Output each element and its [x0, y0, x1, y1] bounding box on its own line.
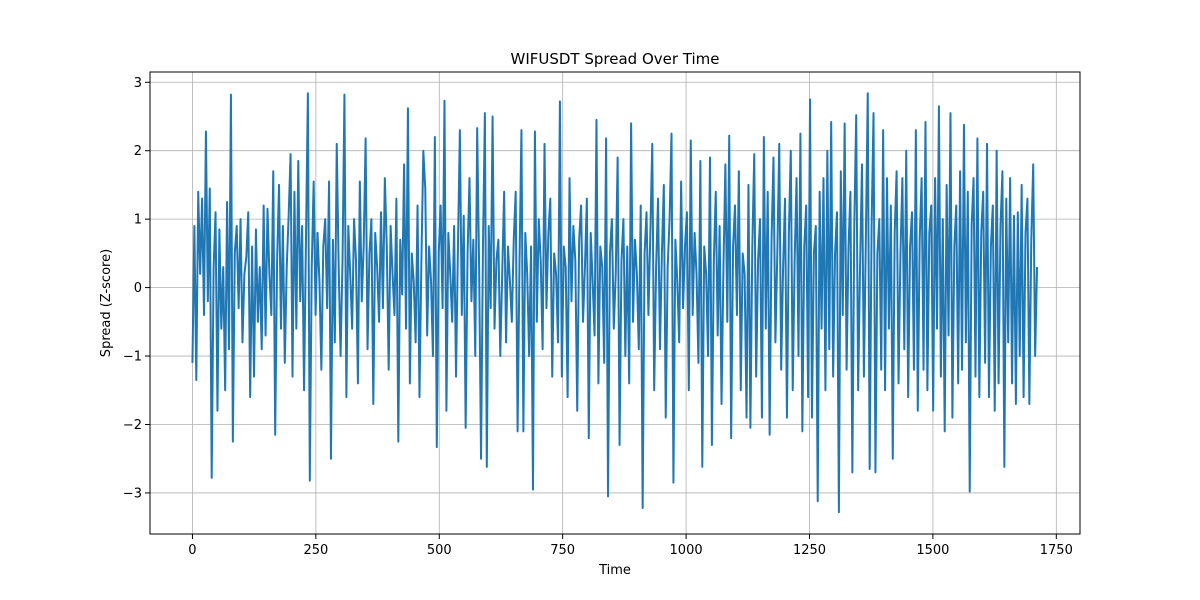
y-tick-label: −3	[123, 486, 142, 501]
x-tick-label: 750	[550, 543, 575, 558]
x-axis-label: Time	[598, 563, 631, 578]
y-tick-label: 2	[134, 144, 142, 159]
x-tick-label: 1500	[916, 543, 949, 558]
y-tick-label: 3	[134, 76, 142, 91]
x-tick-label: 250	[303, 543, 328, 558]
series-layer	[191, 92, 1039, 514]
x-tick-label: 1000	[670, 543, 703, 558]
y-tick-label: −2	[123, 418, 142, 433]
y-axis-label: Spread (Z-score)	[99, 249, 114, 357]
x-tick-label: 1250	[793, 543, 826, 558]
y-tick-label: −1	[123, 350, 142, 365]
x-tick-label: 1750	[1040, 543, 1073, 558]
x-axis-ticks: 0 250 500 750 1000 1250 1500 1750	[188, 534, 1073, 558]
series-line	[191, 92, 1039, 514]
x-tick-label: 500	[427, 543, 452, 558]
y-tick-label: 0	[134, 281, 142, 296]
x-tick-label: 0	[188, 543, 196, 558]
y-tick-label: 1	[134, 213, 142, 228]
chart-title: WIFUSDT Spread Over Time	[510, 50, 719, 68]
y-axis-ticks: −3 −2 −1 0 1 2 3	[123, 76, 150, 501]
plot-area-frame	[149, 71, 1081, 535]
